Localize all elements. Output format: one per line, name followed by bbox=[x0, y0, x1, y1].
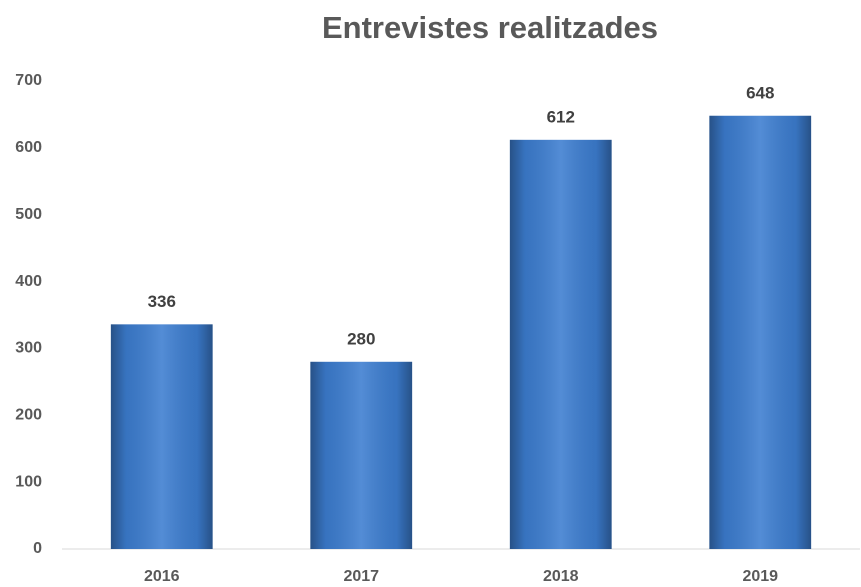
bar bbox=[310, 361, 413, 549]
y-tick-label: 0 bbox=[33, 540, 42, 557]
x-tick-label: 2016 bbox=[144, 568, 180, 585]
y-tick-label: 700 bbox=[15, 72, 42, 89]
y-tick-label: 100 bbox=[15, 473, 42, 490]
y-tick-label: 200 bbox=[15, 407, 42, 424]
data-label: 280 bbox=[347, 329, 375, 348]
data-label: 336 bbox=[148, 292, 176, 311]
x-tick-label: 2018 bbox=[543, 568, 579, 585]
bar bbox=[709, 115, 812, 549]
bar bbox=[110, 324, 213, 549]
data-label: 648 bbox=[746, 83, 774, 102]
x-tick-label: 2017 bbox=[343, 568, 379, 585]
y-tick-label: 300 bbox=[15, 340, 42, 357]
chart-title: Entrevistes realitzades bbox=[322, 10, 658, 45]
y-tick-label: 500 bbox=[15, 206, 42, 223]
bar bbox=[509, 139, 612, 549]
x-tick-label: 2019 bbox=[742, 568, 778, 585]
y-tick-label: 600 bbox=[15, 139, 42, 156]
data-label: 612 bbox=[547, 107, 575, 126]
y-tick-label: 400 bbox=[15, 273, 42, 290]
